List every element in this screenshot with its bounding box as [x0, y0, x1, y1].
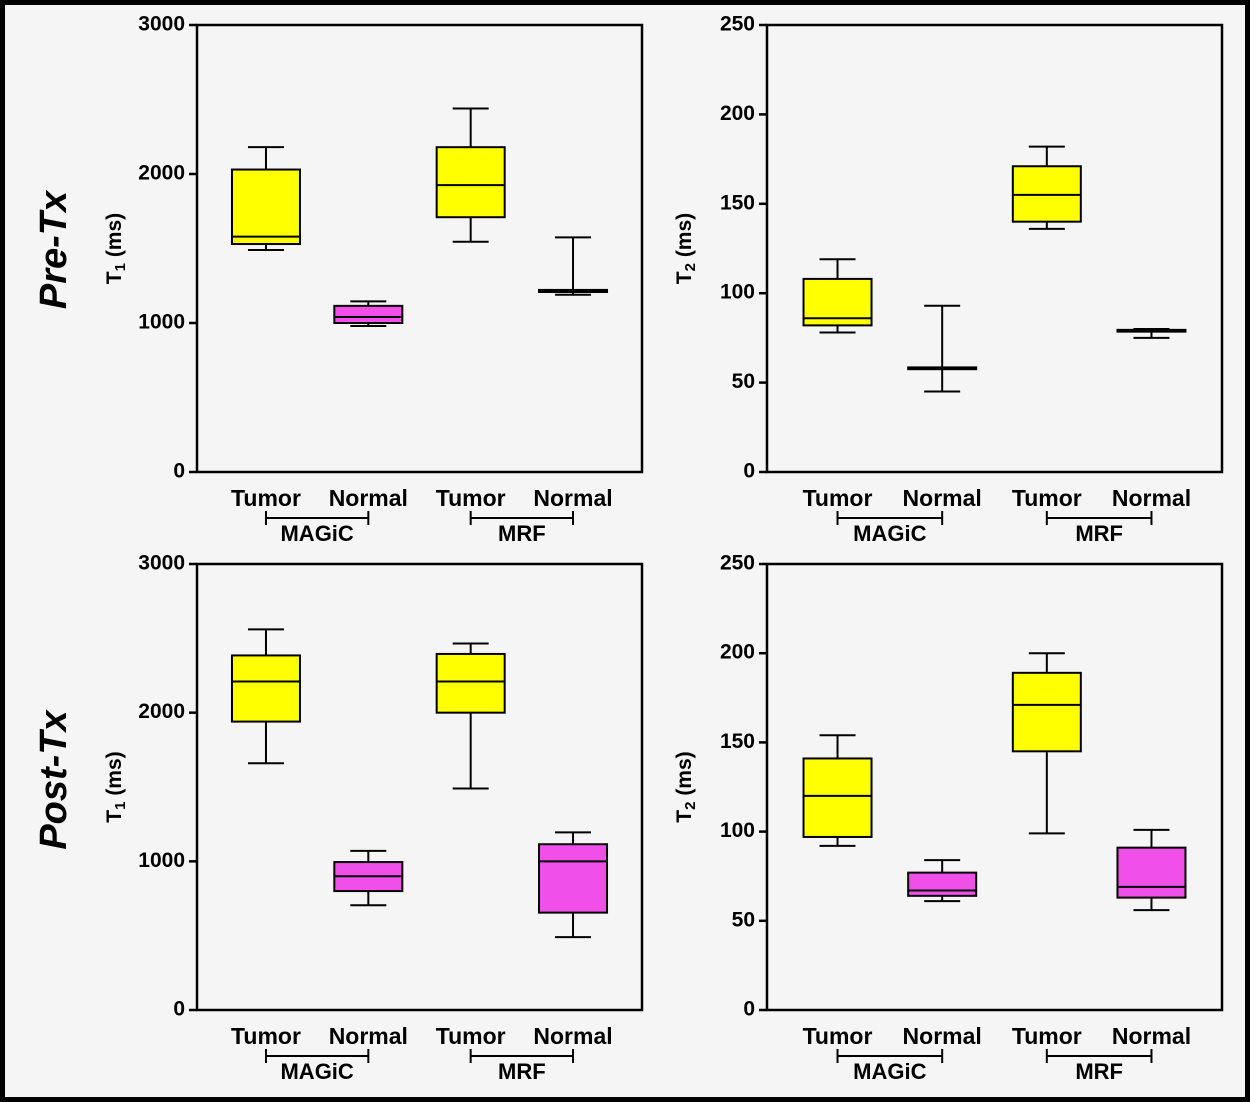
panel-3-box-mrf-tumor-iqr: [435, 652, 506, 714]
panel-3-y-tick-label: 1000: [138, 849, 185, 872]
panel-4-y-axis-label-subscript: 2: [682, 802, 699, 810]
panel-1-category-label-normal: Normal: [329, 485, 408, 511]
panel-4-y-tick-label: 150: [720, 730, 755, 753]
panel-4-y-tick-label: 100: [720, 819, 755, 842]
panel-3-group-label-mrf: MRF: [498, 1059, 546, 1084]
panel-1-y-tick-label: 3000: [138, 13, 185, 36]
panel-1-y-tick-label: 0: [173, 460, 185, 483]
panel-3-y-tick-label: 0: [173, 998, 185, 1021]
panel-3-category-label-normal: Normal: [533, 1023, 612, 1049]
panel-4-group-label-mrf: MRF: [1075, 1059, 1123, 1084]
panel-3-category-label-normal: Normal: [329, 1023, 408, 1049]
panel-1-box-magic-tumor-iqr: [230, 168, 301, 246]
panel-1-y-tick-label: 2000: [138, 162, 185, 185]
panel-4-y-tick-label: 200: [720, 641, 755, 664]
panel-1-y-axis-label-symbol: T: [103, 271, 126, 284]
panel-4-box-magic-normal-iqr: [907, 871, 978, 897]
panel-2-category-label-tumor: Tumor: [803, 485, 873, 511]
panel-2-y-tick-label: 150: [720, 191, 755, 214]
panel-3-box-mrf-normal-iqr: [538, 843, 609, 914]
panel-1-category-label-normal: Normal: [533, 485, 612, 511]
panel-1-y-axis-label: T1 (ms): [103, 213, 129, 284]
panel-2-y-axis-label-symbol: T: [673, 271, 696, 284]
panel-2-y-axis-label-subscript: 2: [682, 263, 699, 271]
panel-1-y-tick-label: 1000: [138, 311, 185, 334]
panel-3-group-label-magic: MAGiC: [280, 1059, 353, 1084]
panel-1-group-label-mrf: MRF: [498, 521, 546, 546]
panel-4-box-magic-tumor-iqr: [802, 757, 873, 838]
panel-2-y-tick-label: 50: [732, 370, 755, 393]
panel-1-box-mrf-tumor-iqr: [435, 146, 506, 219]
panel-4-category-label-tumor: Tumor: [803, 1023, 873, 1049]
panel-2-category-label-normal: Normal: [903, 485, 982, 511]
panel-1-group-label-magic: MAGiC: [280, 521, 353, 546]
panel-4-y-tick-label: 250: [720, 552, 755, 575]
panel-1-y-axis-label-subscript: 1: [112, 263, 129, 271]
panel-1-y-axis-label-unit: (ms): [103, 213, 126, 263]
panel-3-y-tick-label: 3000: [138, 552, 185, 575]
panel-3-box-magic-tumor-iqr: [230, 654, 301, 723]
panel-3-y-axis-label: T1 (ms): [103, 751, 129, 822]
panel-4-y-axis-label-unit: (ms): [673, 751, 696, 801]
panel-4-category-label-normal: Normal: [903, 1023, 982, 1049]
panel-2-y-tick-label: 0: [743, 460, 755, 483]
panel-3-category-label-tumor: Tumor: [436, 1023, 506, 1049]
panel-3-plot-frame: [195, 562, 644, 1012]
panel-4-box-mrf-tumor-iqr: [1011, 671, 1082, 753]
panel-1-plot-frame: [195, 23, 644, 474]
panel-3-y-axis-label-symbol: T: [103, 810, 126, 823]
panel-4-group-label-magic: MAGiC: [853, 1059, 926, 1084]
row-label-pre-tx: Pre-Tx: [33, 189, 75, 309]
panel-2-y-axis-label: T2 (ms): [673, 213, 699, 284]
panel-1-category-label-tumor: Tumor: [436, 485, 506, 511]
panel-4-plot-frame: [765, 562, 1224, 1012]
panel-2-plot-frame: [765, 23, 1224, 474]
panel-4-y-axis-label: T2 (ms): [673, 751, 699, 822]
panel-2-group-label-mrf: MRF: [1075, 521, 1123, 546]
panel-4-y-tick-label: 0: [743, 998, 755, 1021]
panel-3-y-tick-label: 2000: [138, 700, 185, 723]
panel-2-y-tick-label: 250: [720, 13, 755, 36]
panel-2-category-label-tumor: Tumor: [1012, 485, 1082, 511]
panel-1-category-label-tumor: Tumor: [231, 485, 301, 511]
panel-4-y-axis-label-symbol: T: [673, 810, 696, 823]
panel-2-y-axis-label-unit: (ms): [673, 213, 696, 263]
panel-4-box-mrf-normal-iqr: [1116, 846, 1187, 899]
panel-3-y-axis-label-unit: (ms): [103, 751, 126, 801]
panel-4-category-label-tumor: Tumor: [1012, 1023, 1082, 1049]
panel-2-y-tick-label: 200: [720, 102, 755, 125]
panel-4-y-tick-label: 50: [732, 908, 755, 931]
panel-3-category-label-tumor: Tumor: [231, 1023, 301, 1049]
row-label-post-tx: Post-Tx: [33, 708, 75, 849]
panel-2-group-label-magic: MAGiC: [853, 521, 926, 546]
panel-4-category-label-normal: Normal: [1112, 1023, 1191, 1049]
panel-1-box-magic-normal-iqr: [333, 304, 404, 324]
panel-2-y-tick-label: 100: [720, 281, 755, 304]
panel-2-category-label-normal: Normal: [1112, 485, 1191, 511]
panel-3-y-axis-label-subscript: 1: [112, 802, 129, 810]
